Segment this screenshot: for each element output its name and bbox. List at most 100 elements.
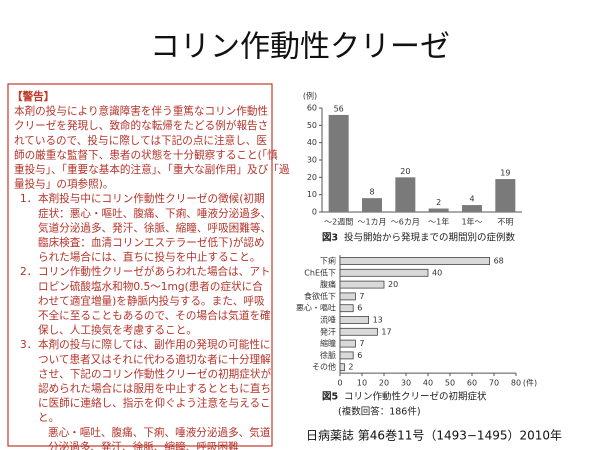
value-label: 20	[400, 167, 410, 176]
category-label: 悪心・嘔吐	[296, 304, 336, 313]
warning-heading: 【警告】	[12, 90, 54, 103]
x-tick-label: 60	[467, 379, 477, 388]
figure-caption: コリン作動性クリーゼの初期症状	[344, 391, 487, 403]
warning-line: させ、下記のコリン作動性クリーゼの初期症状が	[38, 367, 271, 380]
bar	[339, 327, 378, 336]
warning-line: られた場合には、直ちに投与を中止すること。	[38, 251, 260, 264]
x-axis-label: (件)	[523, 378, 537, 388]
bar	[495, 179, 516, 212]
y-axis-label: (例)	[303, 91, 317, 101]
warning-line: れているので、投与に際しては下記の点に注意し、医	[14, 134, 267, 147]
bar	[339, 339, 356, 348]
value-label: 13	[373, 316, 383, 325]
warning-line: に医師に連絡し、指示を仰ぐよう注意を与えるこ	[38, 397, 271, 410]
category-label: 徐脈	[320, 350, 336, 360]
bar	[339, 292, 356, 301]
x-tick-label: 70	[489, 379, 499, 388]
value-label: 2	[348, 363, 353, 372]
x-tick-label: 〜1年	[428, 217, 449, 227]
category-label: 食欲低下	[304, 291, 336, 301]
y-tick-label: 0	[312, 208, 317, 217]
slide-title: コリン作動性クリーゼ	[150, 30, 450, 65]
warning-line: 症状：悪心・嘔吐、腹痛、下痢、唾液分泌過多、	[38, 207, 271, 220]
bar	[462, 205, 482, 212]
value-label: 4	[469, 195, 474, 204]
value-label: 19	[500, 169, 510, 178]
figure-number: 図3	[322, 233, 338, 244]
value-label: 2	[436, 198, 441, 207]
warning-line: コリン作動性クリーゼがあらわれた場合は、アト	[38, 265, 271, 278]
x-tick-label: 10	[357, 379, 367, 388]
value-label: 20	[388, 280, 398, 289]
y-tick-label: 50	[307, 121, 317, 130]
citation: 日病薬誌 第46巻11号（1493−1495）2010年	[306, 428, 562, 443]
x-tick-label: 〜1カ月	[357, 218, 386, 227]
category-label: 流唾	[320, 315, 336, 325]
value-label: 40	[432, 268, 442, 277]
warning-line: 本剤投与中にコリン作動性クリーゼの徴候(初期	[38, 192, 265, 205]
warning-box	[7, 83, 273, 447]
bar	[339, 257, 491, 265]
value-label: 17	[381, 327, 391, 336]
value-label: 8	[369, 188, 374, 197]
x-tick-label: 0	[337, 379, 342, 388]
y-tick-label: 60	[307, 104, 317, 113]
warning-line: わせて適宜増量)を静脈内投与する。また、呼吸	[38, 294, 265, 307]
x-tick-label: 40	[423, 379, 433, 388]
figure-subcaption: (複数回答：186件)	[338, 406, 421, 418]
bar	[339, 304, 354, 313]
y-tick-label: 10	[307, 190, 317, 199]
value-label: 6	[357, 351, 362, 360]
bar	[339, 268, 429, 277]
x-tick-label: 30	[401, 379, 411, 388]
warning-line: クリーゼを発現し、致命的な転帰をたどる例が報告さ	[14, 119, 268, 132]
x-tick-label: 〜2週間	[324, 218, 353, 227]
x-tick-label: 不明	[497, 218, 513, 227]
value-label: 56	[334, 104, 344, 113]
warning-line: 保し、人工換気を考慮すること。	[38, 324, 197, 337]
warning-line: 本剤の投与に際しては、副作用の発現の可能性に	[38, 338, 271, 351]
bar	[395, 177, 416, 212]
bar	[339, 363, 345, 372]
warning-line: 本剤の投与により意識障害を伴う重篤なコリン作動性	[14, 105, 268, 118]
x-tick-label: 80	[511, 379, 521, 388]
category-label: 下痢	[320, 256, 336, 266]
category-label: 発汗	[320, 327, 336, 336]
item-number: 3．	[20, 339, 37, 351]
warning-line: 気道分泌過多、発汗、徐脈、縮瞳、呼吸困難等、	[38, 221, 271, 234]
x-tick-label: 〜6カ月	[391, 218, 420, 227]
bar	[339, 280, 385, 289]
warning-line: 認められた場合には服用を中止するとともに直ち	[38, 382, 271, 395]
symptom-line: 悪心・嘔吐、腹痛、下痢、唾液分泌過多、気道	[48, 426, 271, 439]
y-tick-label: 30	[307, 156, 317, 165]
category-label: その他	[312, 362, 336, 372]
value-label: 7	[359, 339, 364, 348]
y-tick-label: 40	[307, 138, 317, 147]
bar	[339, 316, 370, 324]
value-label: 68	[494, 257, 504, 266]
warning-line: ロピン硫酸塩水和物0.5〜1mg(患者の症状に合	[38, 280, 263, 293]
category-label: 腹痛	[320, 279, 336, 289]
warning-line: と。	[38, 412, 59, 424]
x-tick-label: 1年〜	[461, 217, 482, 227]
bar	[328, 114, 349, 212]
value-label: 7	[359, 292, 364, 301]
warning-line: ついて患者又はそれに代わる適切な者に十分理解	[38, 353, 271, 366]
figure-caption: 投与開始から発現までの期間別の症例数	[344, 232, 516, 244]
item-number: 1．	[20, 193, 37, 205]
warning-line: 不全に至ることもあるので、その場合は気道を確	[38, 309, 271, 322]
item-number: 2．	[20, 266, 37, 278]
warning-line: 量投与」の項参照)。	[14, 178, 113, 191]
y-tick-label: 20	[307, 173, 317, 182]
warning-line: 臨床検査：血清コリンエステラーゼ低下)が認め	[38, 236, 265, 249]
value-label: 6	[357, 304, 362, 313]
x-tick-label: 20	[379, 379, 389, 388]
warning-line: 重投与」、「重要な基本的注意」、「重大な副作用」及び「過	[14, 163, 290, 176]
figure-number: 図5	[322, 392, 338, 403]
warning-line: 師の厳重な監督下、患者の状態を十分観察すること(「慎	[14, 148, 278, 161]
bar	[339, 351, 354, 360]
bar	[428, 208, 449, 212]
x-tick-label: 50	[445, 379, 455, 388]
